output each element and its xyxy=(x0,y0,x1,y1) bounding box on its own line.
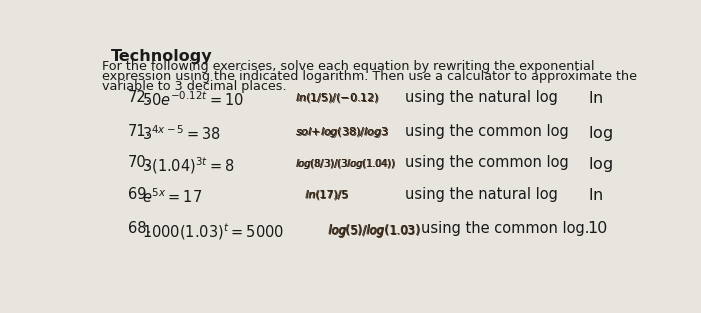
Text: 68.: 68. xyxy=(128,221,151,236)
Text: $\log$: $\log$ xyxy=(587,155,613,174)
Text: $\mathit{ln(1/5)/(-0.12)}$: $\mathit{ln(1/5)/(-0.12)}$ xyxy=(295,91,379,104)
Text: expression using the indicated logarithm. Then use a calculator to approximate t: expression using the indicated logarithm… xyxy=(102,70,637,83)
Text: using the common log: using the common log xyxy=(405,124,569,139)
Text: $\mathit{ln(17)/5}$: $\mathit{ln(17)/5}$ xyxy=(305,188,349,202)
Text: $\mathit{log(8/3)/(3log(1.04))}$: $\mathit{log(8/3)/(3log(1.04))}$ xyxy=(295,157,396,171)
Text: $\mathit{log(5)/log(1.03)}$: $\mathit{log(5)/log(1.03)}$ xyxy=(328,223,421,239)
Text: using the natural log: using the natural log xyxy=(405,187,558,202)
Text: 10: 10 xyxy=(587,221,608,236)
Text: $\mathit{ln(1/5)/(-0.12)}$: $\mathit{ln(1/5)/(-0.12)}$ xyxy=(296,92,380,105)
Text: 72.: 72. xyxy=(128,90,151,105)
Text: $\ln$: $\ln$ xyxy=(587,90,603,106)
Text: $\mathit{ln(1/5)/(-0.12)}$: $\mathit{ln(1/5)/(-0.12)}$ xyxy=(295,91,380,105)
Text: $\mathit{ln(17)/5}$: $\mathit{ln(17)/5}$ xyxy=(304,188,349,201)
Text: $\mathit{sol{+}log(38)/log3}$: $\mathit{sol{+}log(38)/log3}$ xyxy=(295,125,388,139)
Text: $\mathit{log(5)/log(1.03)}$: $\mathit{log(5)/log(1.03)}$ xyxy=(327,222,421,239)
Text: $1000(1.03)^{t}=5000$: $1000(1.03)^{t}=5000$ xyxy=(142,221,284,242)
Text: 69.: 69. xyxy=(128,187,151,202)
Text: $\mathit{log(8/3)/(3log(1.04))}$: $\mathit{log(8/3)/(3log(1.04))}$ xyxy=(295,157,395,171)
Text: Technology: Technology xyxy=(111,49,212,64)
Text: $\log$: $\log$ xyxy=(587,124,613,143)
Text: $\mathit{log(5)/log(1.03)}$: $\mathit{log(5)/log(1.03)}$ xyxy=(328,222,421,239)
Text: $3^{4x-5}=38$: $3^{4x-5}=38$ xyxy=(142,124,221,142)
Text: $e^{5x}=17$: $e^{5x}=17$ xyxy=(142,187,202,206)
Text: $\mathit{sol{+}log(38)/log3}$: $\mathit{sol{+}log(38)/log3}$ xyxy=(296,126,389,140)
Text: using the natural log: using the natural log xyxy=(405,90,558,105)
Text: For the following exercises, solve each equation by rewriting the exponential: For the following exercises, solve each … xyxy=(102,60,594,73)
Text: $\mathit{log(8/3)/(3log(1.04))}$: $\mathit{log(8/3)/(3log(1.04))}$ xyxy=(296,157,396,171)
Text: using the common log: using the common log xyxy=(405,155,569,170)
Text: $\mathit{sol{+}log(38)/log3}$: $\mathit{sol{+}log(38)/log3}$ xyxy=(295,125,389,139)
Text: $\mathit{ln(17)/5}$: $\mathit{ln(17)/5}$ xyxy=(305,189,350,202)
Text: 71.: 71. xyxy=(128,124,151,139)
Text: 70.: 70. xyxy=(128,155,151,170)
Text: $3(1.04)^{3t}=8$: $3(1.04)^{3t}=8$ xyxy=(142,155,235,176)
Text: $\ln$: $\ln$ xyxy=(587,187,603,203)
Text: $50e^{-0.12t}=10$: $50e^{-0.12t}=10$ xyxy=(142,90,244,109)
Text: variable to 3 decimal places.: variable to 3 decimal places. xyxy=(102,80,286,93)
Text: using the common log.: using the common log. xyxy=(421,221,590,236)
